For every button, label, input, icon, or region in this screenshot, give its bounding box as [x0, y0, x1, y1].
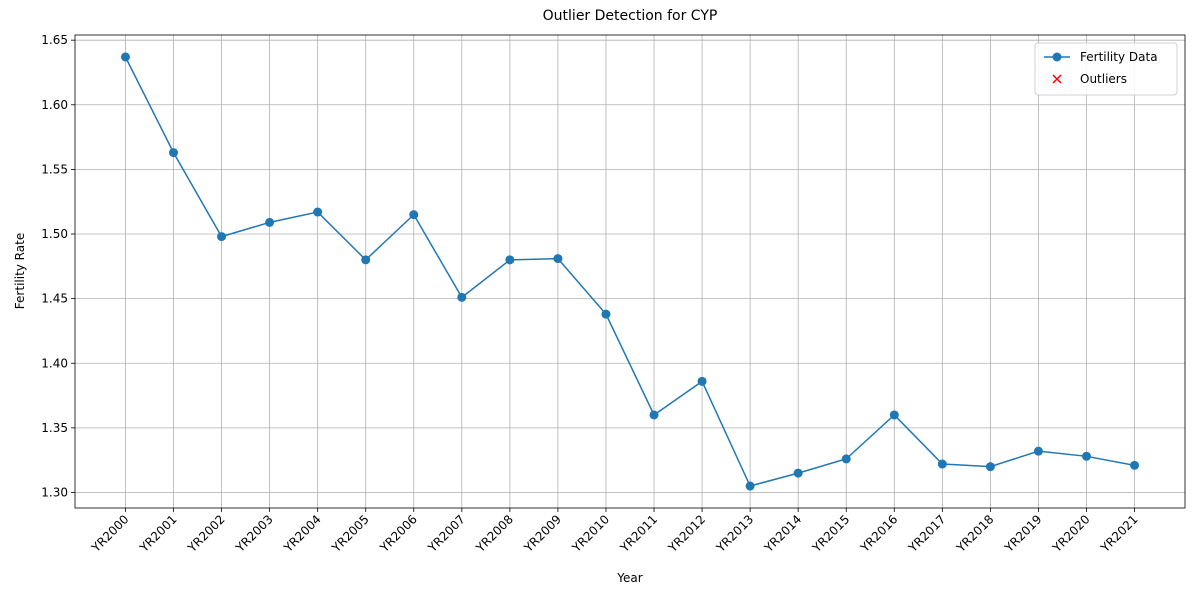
data-point	[1130, 460, 1140, 470]
legend-marker	[1052, 52, 1062, 62]
x-tick-label: YR2005	[329, 512, 372, 555]
legend-label: Fertility Data	[1080, 50, 1158, 64]
y-tick-label: 1.55	[41, 162, 68, 176]
data-point	[313, 207, 323, 217]
x-tick-label: YR2021	[1097, 512, 1140, 555]
y-tick-label: 1.65	[41, 33, 68, 47]
data-point	[265, 217, 275, 227]
data-point	[697, 376, 707, 386]
data-point	[745, 481, 755, 491]
x-tick-label: YR2004	[280, 512, 323, 555]
x-tick-label: YR2009	[521, 512, 564, 555]
data-point	[1033, 446, 1043, 456]
legend: Fertility Data Outliers	[1034, 42, 1178, 96]
data-point	[793, 468, 803, 478]
data-point	[1081, 451, 1091, 461]
data-point	[409, 210, 419, 220]
x-tick-label: YR2003	[232, 512, 275, 555]
x-tick-label: YR2012	[665, 512, 708, 555]
y-tick-label: 1.60	[41, 98, 68, 112]
data-point	[841, 454, 851, 464]
plot-frame	[74, 34, 1186, 509]
x-tick-label: YR2015	[809, 512, 852, 555]
legend-marker	[1052, 74, 1062, 84]
x-tick-label: YR2017	[905, 512, 948, 555]
data-point	[937, 459, 947, 469]
y-tick-label: 1.30	[41, 485, 68, 499]
data-point	[985, 462, 995, 472]
x-tick-label: YR2001	[136, 512, 179, 555]
data-point	[120, 52, 130, 62]
x-tick-label: YR2006	[377, 512, 420, 555]
y-tick-label: 1.35	[41, 421, 68, 435]
chart-title: Outlier Detection for CYP	[543, 8, 718, 24]
legend-box	[1034, 42, 1178, 96]
x-tick-label: YR2016	[857, 512, 900, 555]
data-point	[457, 292, 467, 302]
x-tick-label: YR2020	[1049, 512, 1092, 555]
y-tick-label: 1.50	[41, 227, 68, 241]
data-point	[169, 148, 179, 158]
data-point	[361, 255, 371, 265]
x-tick-label: YR2013	[713, 512, 756, 555]
x-tick-label: YR2008	[473, 512, 516, 555]
data-point	[505, 255, 515, 265]
data-point	[649, 410, 659, 420]
data-point	[889, 410, 899, 420]
x-tick-label: YR2014	[761, 512, 804, 555]
x-axis-label: Year	[616, 571, 642, 585]
y-tick-label: 1.45	[41, 292, 68, 306]
x-tick-label: YR2002	[184, 512, 227, 555]
x-tick-label: YR2000	[88, 512, 131, 555]
x-tick-label: YR2007	[425, 512, 468, 555]
x-tick-label: YR2019	[1001, 512, 1044, 555]
data-line	[124, 56, 1135, 487]
data-point	[553, 254, 563, 264]
y-axis-label: Fertility Rate	[13, 233, 27, 309]
y-tick-label: 1.40	[41, 356, 68, 370]
x-tick-label: YR2011	[617, 512, 660, 555]
legend-label: Outliers	[1080, 72, 1127, 86]
data-point	[217, 232, 227, 242]
x-tick-label: YR2018	[953, 512, 996, 555]
data-point	[601, 309, 611, 319]
x-tick-label: YR2010	[569, 512, 612, 555]
